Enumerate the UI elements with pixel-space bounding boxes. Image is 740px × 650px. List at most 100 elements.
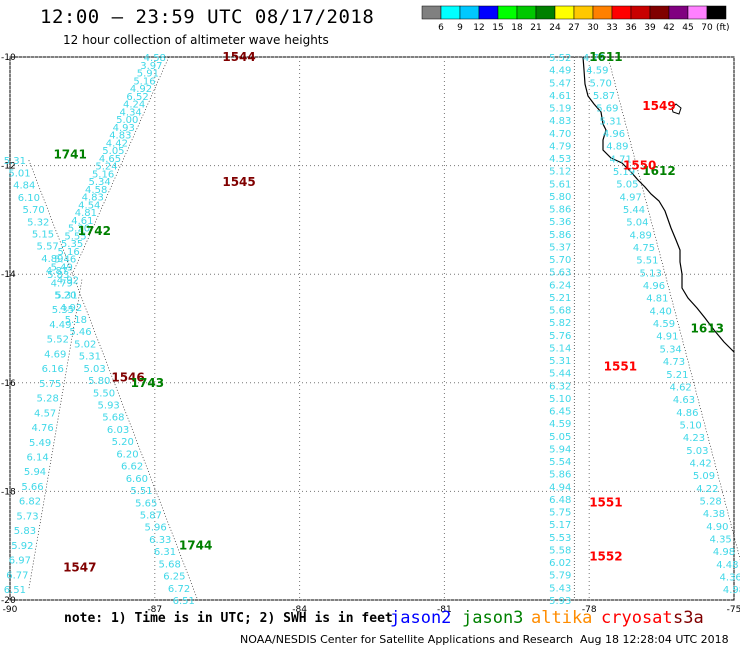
pass-number-label: 1743 (131, 376, 164, 390)
wave-height-value: 4.83 (549, 116, 571, 127)
lat-tick-label: -20 (1, 596, 16, 606)
pass-number-label: 1611 (589, 50, 622, 64)
wave-height-value: 4.49 (549, 66, 571, 77)
ground-track (71, 56, 170, 275)
wave-height-value: 5.70 (590, 78, 612, 89)
pass-number-label: 1545 (222, 175, 255, 189)
wave-height-value: 5.21 (666, 370, 688, 381)
wave-height-value: 4.59 (549, 419, 571, 430)
wave-height-value: 4.81 (75, 208, 97, 219)
wave-height-value: 4.22 (696, 484, 718, 495)
wave-height-value: 5.80 (88, 376, 110, 387)
lon-tick-label: -75 (727, 605, 740, 615)
wave-height-value: 4.92 (60, 303, 82, 314)
wave-height-value: 4.61 (549, 91, 571, 102)
legend-label: 15 (492, 23, 503, 33)
wave-height-value: 6.48 (549, 495, 571, 506)
wave-height-value: 5.94 (549, 444, 571, 455)
wave-height-value: 6.16 (42, 364, 64, 375)
wave-height-value: 6.51 (173, 596, 195, 607)
wave-height-value: 5.54 (549, 457, 571, 468)
wave-height-value: 5.31 (55, 291, 77, 302)
wave-height-value: 5.46 (69, 327, 91, 338)
pass-number-label: 1613 (691, 322, 724, 336)
wave-height-value: 5.00 (116, 115, 138, 126)
wave-height-value: 5.09 (693, 471, 715, 482)
legend-label: 70 (701, 23, 713, 33)
wave-height-value: 6.32 (549, 381, 571, 392)
wave-height-value: 4.89 (41, 254, 63, 265)
wave-height-value: 5.05 (549, 432, 571, 443)
wave-height-value: 5.83 (14, 526, 36, 537)
lon-tick-label: -87 (147, 605, 162, 615)
wave-height-value: 5.05 (616, 180, 638, 191)
wave-height-value: 4.91 (656, 332, 678, 343)
wave-height-value: 5.68 (159, 559, 181, 570)
ground-track (28, 279, 83, 590)
wave-height-value: 4.54 (78, 200, 100, 211)
legend-swatch (573, 5, 594, 20)
wave-height-value: 5.76 (549, 331, 571, 342)
wave-height-value: 4.40 (650, 306, 672, 317)
wave-height-value: 4.94 (549, 482, 571, 493)
wave-height-value: 6.62 (121, 462, 143, 473)
wave-height-value: 5.79 (549, 571, 571, 582)
wave-height-value: 5.15 (32, 229, 54, 240)
wave-height-value: 4.59 (586, 66, 608, 77)
lat-tick-label: -18 (1, 487, 16, 497)
wave-height-value: 5.58 (549, 545, 571, 556)
lon-tick-label: -81 (437, 605, 452, 615)
wave-height-value: 4.42 (106, 138, 128, 149)
legend-swatch (630, 5, 651, 20)
wave-height-value: 4.59 (653, 319, 675, 330)
wave-height-value: 5.96 (144, 523, 166, 534)
wave-height-value: 5.28 (700, 496, 722, 507)
legend-swatch (440, 5, 461, 20)
pass-number-label: 1547 (63, 560, 96, 574)
footnote: note: 1) Time is in UTC; 2) SWH is in fe… (64, 611, 393, 626)
wave-height-value: 5.80 (549, 192, 571, 203)
wave-height-value: 5.16 (57, 247, 79, 258)
wave-height-value: 5.66 (21, 482, 43, 493)
wave-height-value: 3.97 (140, 61, 162, 72)
wave-height-value: 5.61 (549, 179, 571, 190)
wave-height-value: 5.82 (549, 318, 571, 329)
wave-height-value: 5.63 (549, 268, 571, 279)
wave-height-value: 6.82 (19, 497, 41, 508)
wave-height-value: 4.42 (690, 458, 712, 469)
pass-number-label: 1552 (589, 550, 622, 564)
wave-height-value: 6.45 (549, 407, 571, 418)
wave-height-value: 6.31 (154, 547, 176, 558)
legend-label: 18 (511, 23, 523, 33)
wave-height-value: 5.70 (549, 255, 571, 266)
wave-height-value: 4.23 (683, 433, 705, 444)
wave-height-value: 4.53 (549, 154, 571, 165)
wave-height-value: 5.05 (102, 146, 124, 157)
lat-tick-label: -12 (1, 162, 16, 172)
satellite-name-cryosat: cryosat (601, 608, 673, 628)
wave-height-value: 5.37 (549, 242, 571, 253)
wave-height-value: 4.48 (716, 560, 738, 571)
legend-label: 6 (438, 23, 444, 33)
wave-height-value: 4.83 (109, 131, 131, 142)
satellite-name-altika: altika (531, 608, 593, 628)
wave-height-value: 5.68 (102, 413, 124, 424)
wave-height-value: 5.35 (61, 239, 83, 250)
wave-height-value: 6.24 (549, 280, 571, 291)
wave-height-value: 4.63 (673, 395, 695, 406)
satellite-name-jason3: jason3 (462, 608, 524, 628)
wave-height-value: 4.86 (676, 408, 698, 419)
wave-height-value: 4.84 (13, 181, 35, 192)
lat-tick-label: -10 (1, 53, 16, 63)
wave-height-value: 5.35 (52, 305, 74, 316)
south-america-coastline (582, 56, 735, 353)
wave-height-value: 5.47 (549, 78, 571, 89)
legend-swatch (592, 5, 613, 20)
map-frame (9, 56, 735, 601)
pass-number-label: 1551 (604, 360, 637, 374)
wave-height-value: 5.86 (549, 230, 571, 241)
wave-height-value: 5.51 (130, 486, 152, 497)
satellite-name-jason2: jason2 (390, 608, 452, 628)
wave-height-value: 4.83 (82, 193, 104, 204)
wave-height-value: 6.33 (149, 535, 171, 546)
